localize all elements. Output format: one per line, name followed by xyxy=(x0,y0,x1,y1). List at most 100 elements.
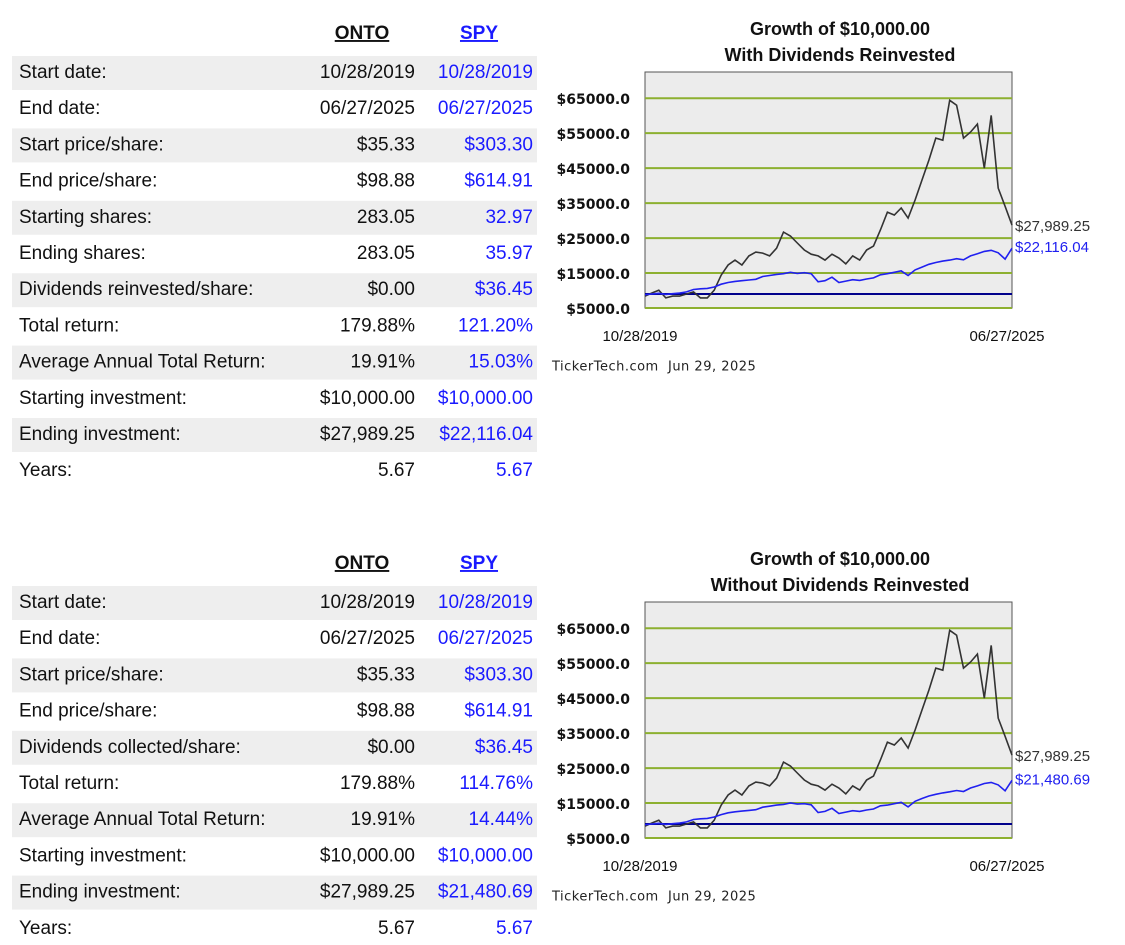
y-tick-label: $15000.0 xyxy=(556,797,630,813)
cell-value: $36.45 xyxy=(475,279,533,300)
row-label: Starting shares: xyxy=(19,207,152,228)
cell-value: 10/28/2019 xyxy=(438,592,533,613)
column-header[interactable]: SPY xyxy=(460,23,498,44)
row-label: End price/share: xyxy=(19,171,157,192)
y-tick-label: $65000.0 xyxy=(556,92,630,108)
cell-value: 10/28/2019 xyxy=(320,62,415,83)
row-label: Start date: xyxy=(19,592,107,613)
row-label: End date: xyxy=(19,628,100,649)
y-tick-label: $25000.0 xyxy=(556,762,630,778)
x-tick-label: 06/27/2025 xyxy=(969,858,1044,875)
row-background xyxy=(12,418,537,452)
cell-value: 10/28/2019 xyxy=(320,592,415,613)
row-label: Dividends reinvested/share: xyxy=(19,279,253,300)
end-value-label: $21,480.69 xyxy=(1015,771,1090,788)
cell-value: 06/27/2025 xyxy=(320,628,415,649)
x-tick-label: 10/28/2019 xyxy=(602,328,677,345)
cell-value: 19.91% xyxy=(351,809,416,830)
row-label: Start price/share: xyxy=(19,664,164,685)
cell-value: 10/28/2019 xyxy=(438,62,533,83)
end-value-label: $27,989.25 xyxy=(1015,218,1090,235)
row-background xyxy=(12,273,537,308)
cell-value: 06/27/2025 xyxy=(438,628,533,649)
cell-value: 35.97 xyxy=(485,243,533,264)
cell-value: 32.97 xyxy=(485,207,533,228)
column-header[interactable]: SPY xyxy=(460,553,498,574)
cell-value: $35.33 xyxy=(357,664,415,685)
row-background xyxy=(12,803,537,838)
cell-value: 179.88% xyxy=(340,773,415,794)
cell-value: 06/27/2025 xyxy=(438,98,533,119)
chart-title: Growth of $10,000.00 xyxy=(750,549,930,569)
y-tick-label: $65000.0 xyxy=(556,622,630,638)
y-tick-label: $5000.0 xyxy=(566,832,630,848)
row-background xyxy=(12,56,537,90)
cell-value: $0.00 xyxy=(367,279,415,300)
cell-value: $614.91 xyxy=(464,701,533,722)
plot-area xyxy=(644,601,1013,839)
cell-value: $27,989.25 xyxy=(320,424,415,445)
cell-value: $35.33 xyxy=(357,134,415,155)
cell-value: $98.88 xyxy=(357,701,415,722)
cell-value: 283.05 xyxy=(357,207,415,228)
cell-value: $614.91 xyxy=(464,171,533,192)
cell-value: $303.30 xyxy=(464,134,533,155)
cell-value: 121.20% xyxy=(458,315,533,336)
row-label: Years: xyxy=(19,918,72,939)
row-label: Ending investment: xyxy=(19,882,181,903)
y-tick-label: $25000.0 xyxy=(556,232,630,248)
y-tick-label: $55000.0 xyxy=(556,127,630,143)
end-value-label: $27,989.25 xyxy=(1015,748,1090,765)
cell-value: 179.88% xyxy=(340,315,415,336)
chart-subtitle: Without Dividends Reinvested xyxy=(711,575,970,595)
cell-value: $36.45 xyxy=(475,737,533,758)
x-tick-label: 10/28/2019 xyxy=(602,858,677,875)
cell-value: $10,000.00 xyxy=(320,845,415,866)
cell-value: 06/27/2025 xyxy=(320,98,415,119)
cell-value: $303.30 xyxy=(464,664,533,685)
y-tick-label: $45000.0 xyxy=(556,162,630,178)
source-label: TickerTech.com Jun 29, 2025 xyxy=(551,360,756,375)
row-background xyxy=(12,730,537,765)
row-label: Average Annual Total Return: xyxy=(19,809,265,830)
column-header[interactable]: ONTO xyxy=(335,23,390,44)
cell-value: $0.00 xyxy=(367,737,415,758)
cell-value: 15.03% xyxy=(469,352,534,373)
row-label: Starting investment: xyxy=(19,845,187,866)
row-label: Dividends collected/share: xyxy=(19,737,241,758)
series-line xyxy=(644,628,1013,829)
row-background xyxy=(12,875,537,910)
y-tick-label: $35000.0 xyxy=(556,727,630,743)
y-tick-label: $15000.0 xyxy=(556,267,630,283)
cell-value: $10,000.00 xyxy=(438,845,533,866)
cell-value: $27,989.25 xyxy=(320,882,415,903)
row-background xyxy=(12,200,537,235)
cell-value: 14.44% xyxy=(469,809,534,830)
row-label: Average Annual Total Return: xyxy=(19,352,265,373)
y-tick-label: $5000.0 xyxy=(566,302,630,318)
series-line xyxy=(644,247,1013,296)
row-background xyxy=(12,345,537,380)
cell-value: $10,000.00 xyxy=(320,388,415,409)
row-label: Start price/share: xyxy=(19,134,164,155)
row-label: End price/share: xyxy=(19,701,157,722)
row-label: Total return: xyxy=(19,315,119,336)
row-background xyxy=(12,658,537,693)
chart-subtitle: With Dividends Reinvested xyxy=(725,45,956,65)
cell-value: $10,000.00 xyxy=(438,388,533,409)
cell-value: 5.67 xyxy=(378,460,415,481)
chart-title: Growth of $10,000.00 xyxy=(750,19,930,39)
cell-value: $21,480.69 xyxy=(438,882,533,903)
column-header[interactable]: ONTO xyxy=(335,553,390,574)
series-line xyxy=(644,98,1013,299)
row-background xyxy=(12,128,537,163)
series-line xyxy=(644,779,1013,826)
cell-value: 5.67 xyxy=(496,460,533,481)
row-label: Ending shares: xyxy=(19,243,146,264)
y-tick-label: $35000.0 xyxy=(556,197,630,213)
row-label: Years: xyxy=(19,460,72,481)
end-value-label: $22,116.04 xyxy=(1015,239,1089,256)
cell-value: $22,116.04 xyxy=(439,424,533,445)
cell-value: 114.76% xyxy=(459,773,533,794)
